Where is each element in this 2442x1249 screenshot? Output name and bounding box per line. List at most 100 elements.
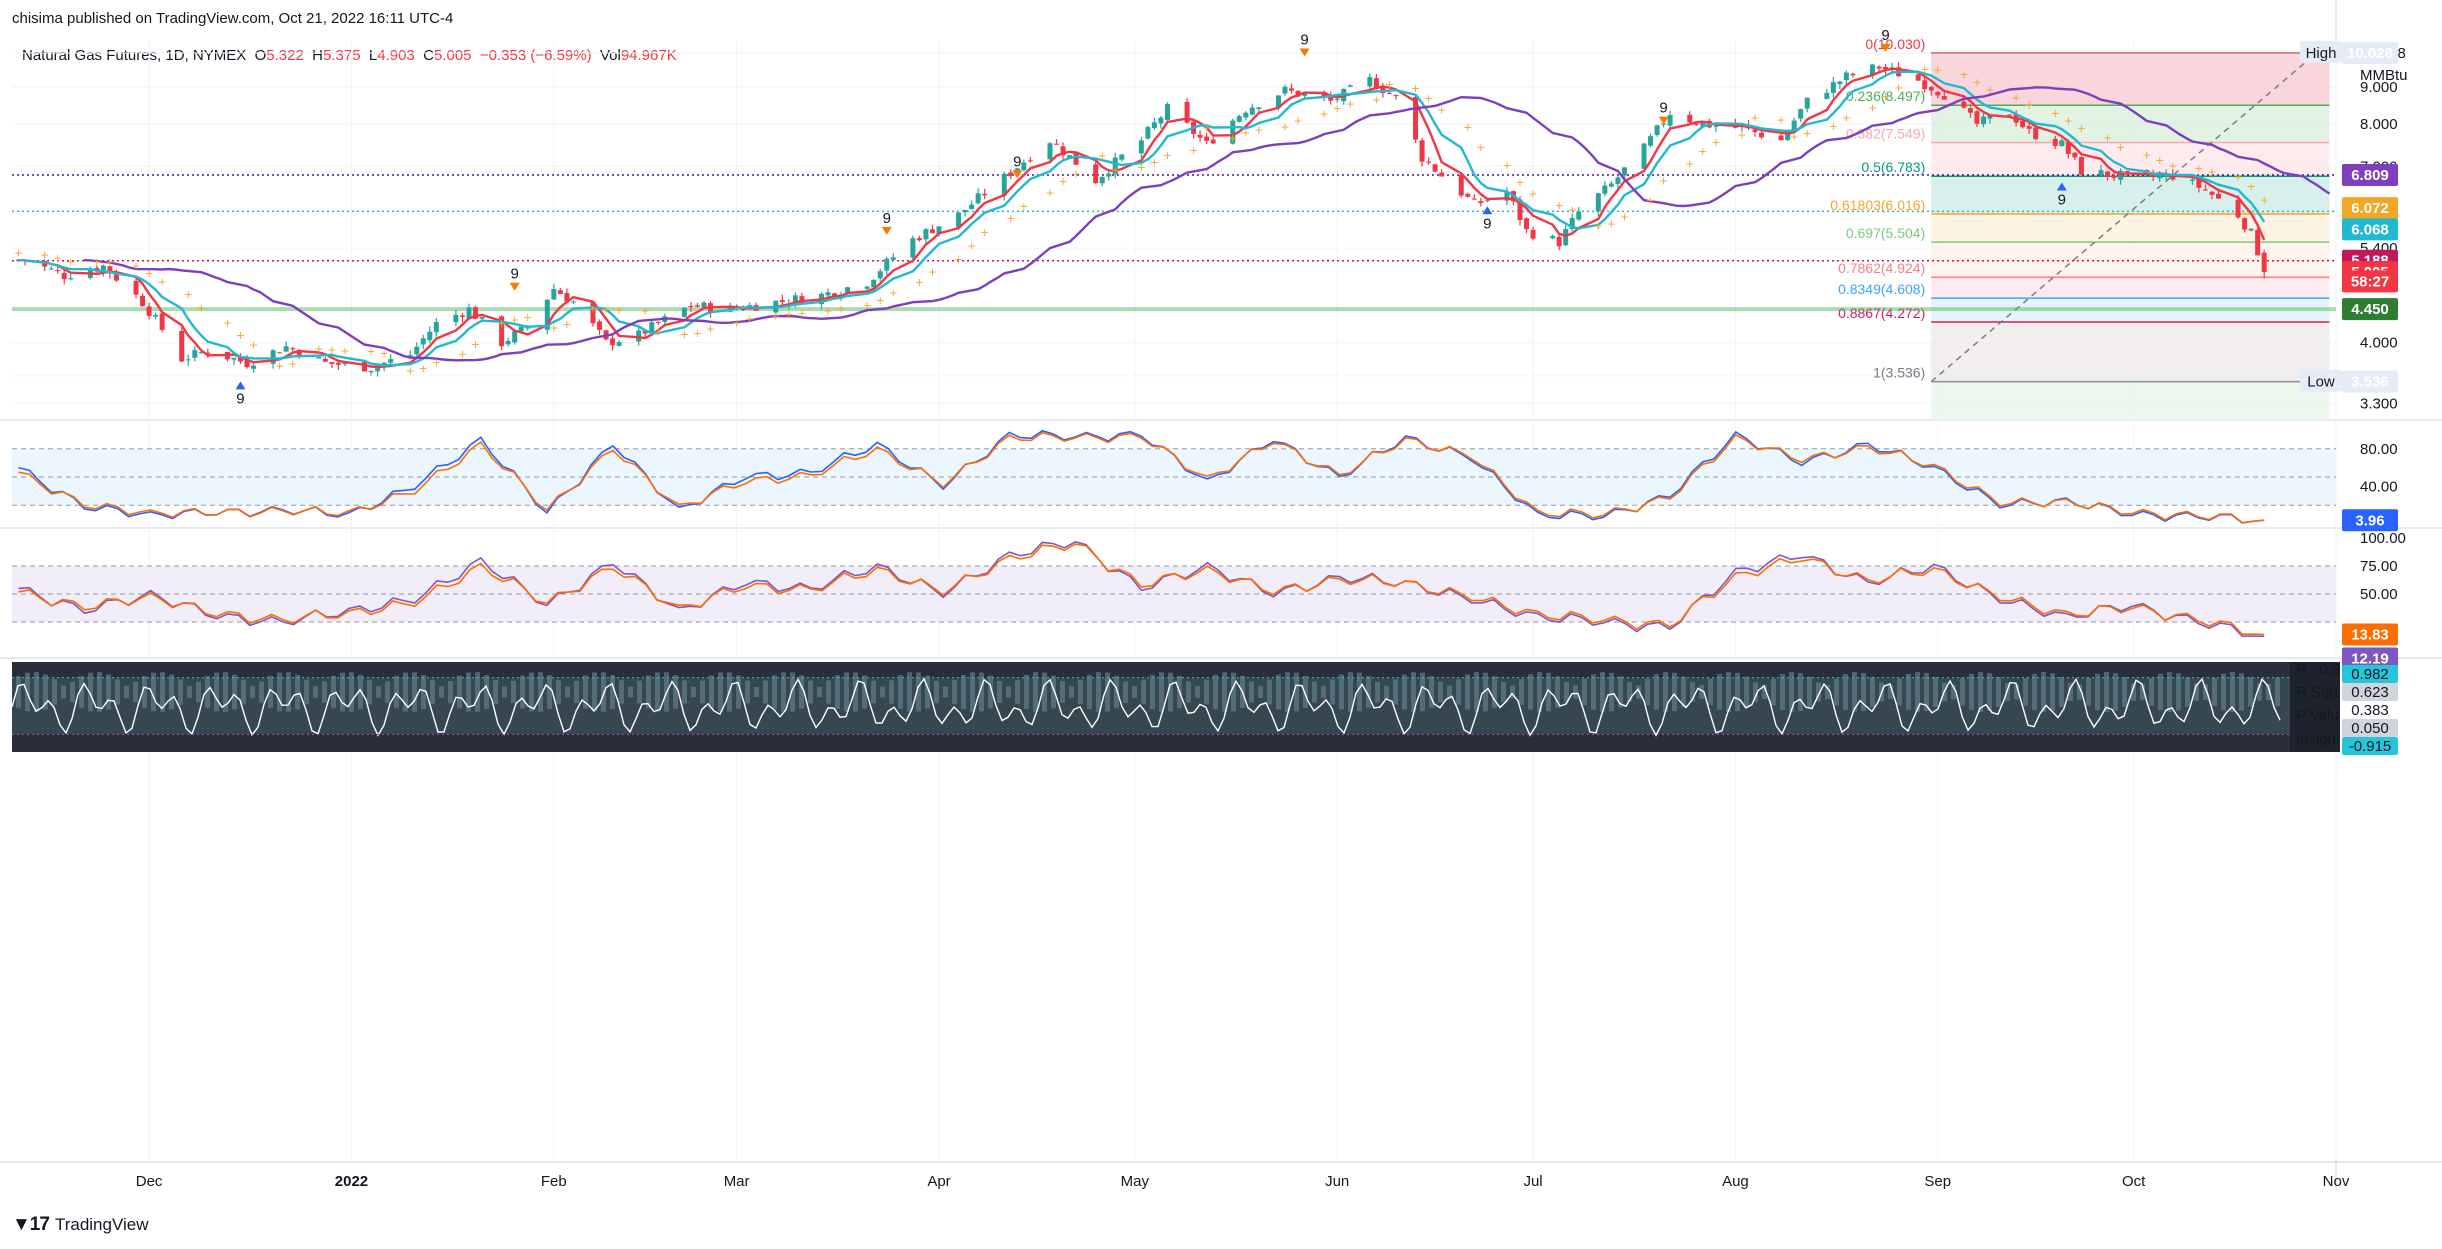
- td-sequential-arrow-icon: [235, 381, 246, 390]
- fib-zone: [1931, 298, 2330, 322]
- candle-body: [1648, 136, 1654, 146]
- candle-body: [1393, 95, 1399, 97]
- corr-histogram-bar: [1600, 672, 1605, 712]
- corr-histogram-bar: [358, 674, 363, 710]
- candle-body: [1093, 164, 1099, 184]
- candle-body: [1883, 67, 1889, 70]
- corr-histogram-bar: [925, 675, 930, 709]
- psar-dot: +: [92, 256, 101, 269]
- corr-histogram-bar: [826, 680, 831, 704]
- corr-histogram-bar: [1501, 681, 1506, 703]
- corr-histogram-bar: [2212, 677, 2217, 707]
- symbol-name: Natural Gas Futures, 1D, NYMEX: [22, 47, 247, 64]
- corr-histogram-bar: [745, 680, 750, 704]
- corr-histogram-bar: [2131, 683, 2136, 701]
- fib-zone: [1931, 105, 2330, 143]
- candle-body: [688, 306, 694, 308]
- high-label: High: [2306, 45, 2337, 62]
- fib-zone: [1931, 214, 2330, 243]
- price-badge-label: 10.028: [2347, 45, 2393, 62]
- srsi-k-badge: [2342, 647, 2398, 670]
- psar-dot: +: [1241, 127, 1250, 140]
- corr-histogram-bar: [1429, 676, 1434, 708]
- srsi-d-badge: [2342, 623, 2398, 646]
- candle-body: [1654, 125, 1660, 135]
- corr-histogram-bar: [2266, 683, 2271, 701]
- price-badge-label: 6.072: [2351, 200, 2389, 217]
- candle-body: [1471, 198, 1477, 200]
- stoch-value-badge: [2342, 509, 2398, 532]
- corr-histogram-bar: [889, 680, 894, 704]
- candle-body: [505, 340, 511, 345]
- candle-body: [368, 370, 374, 373]
- corr-histogram-bar: [124, 685, 129, 699]
- psar-dot: +: [1711, 136, 1720, 149]
- candle-body: [1987, 115, 1993, 119]
- corr-histogram-bar: [1636, 685, 1641, 699]
- candle-body: [146, 306, 152, 316]
- corr-histogram-bar: [2068, 682, 2073, 702]
- psar-dot: +: [1868, 101, 1877, 114]
- high-label-box: [2300, 40, 2342, 63]
- candle-body: [1112, 157, 1118, 175]
- x-tick-label: Aug: [1722, 1173, 1749, 1190]
- psar-dot: +: [2155, 154, 2164, 167]
- corr-histogram-bar: [331, 675, 336, 709]
- candle-body: [832, 293, 838, 297]
- corr-histogram-bar: [1573, 685, 1578, 699]
- corr-histogram-bar: [997, 680, 1002, 704]
- corr-legend-label: R Squ: [2296, 684, 2338, 701]
- psar-dot: +: [954, 253, 963, 266]
- corr-badge-label: 0.623: [2351, 684, 2389, 701]
- candle-body: [61, 272, 67, 280]
- x-tick-label: 2022: [335, 1173, 368, 1190]
- change-value: −0.353 (−6.59%): [479, 47, 592, 64]
- corr-histogram-bar: [106, 674, 111, 710]
- corr-histogram-bar: [142, 676, 147, 708]
- psar-dot: +: [928, 265, 937, 278]
- candle-body: [433, 321, 439, 333]
- candle-body: [113, 271, 119, 281]
- corr-histogram-bar: [1330, 679, 1335, 705]
- corr-histogram-bar: [2275, 677, 2280, 707]
- candle-body: [1550, 236, 1556, 239]
- candle-body: [1563, 228, 1569, 246]
- candle-body: [1138, 140, 1144, 154]
- x-tick-label: Jul: [1523, 1173, 1542, 1190]
- corr-histogram-bar: [1726, 672, 1731, 712]
- candle-body: [414, 346, 420, 355]
- corr-histogram-bar: [1987, 673, 1992, 711]
- candle-body: [1334, 98, 1340, 100]
- corr-histogram-bar: [871, 680, 876, 704]
- candle-body: [1915, 74, 1921, 81]
- corr-histogram-bar: [979, 672, 984, 712]
- psar-dot: +: [1685, 157, 1694, 170]
- sma-slow-line: [83, 86, 2331, 362]
- corr-histogram-bar: [1654, 674, 1659, 710]
- psar-dot: +: [1750, 111, 1759, 124]
- candle-body: [48, 268, 54, 270]
- fib-zone: [1931, 242, 2330, 278]
- corr-histogram-bar: [1645, 678, 1650, 706]
- corr-histogram-bar: [502, 686, 507, 698]
- td-sequential-arrow-icon: [1482, 206, 1493, 215]
- corr-histogram-bar: [763, 680, 768, 704]
- candle-body: [42, 261, 48, 267]
- corr-histogram-bar: [340, 672, 345, 712]
- fib-zone: [1931, 142, 2330, 177]
- psar-dot: +: [1006, 212, 1015, 225]
- psar-dot: +: [967, 240, 976, 253]
- stoch-d-line: [18, 431, 2265, 524]
- fib-level-label: 0.697(5.504): [1846, 225, 1925, 241]
- candle-body: [277, 352, 283, 354]
- candle-body: [1106, 173, 1112, 177]
- psar-dot: +: [1137, 161, 1146, 174]
- candle-body: [153, 314, 159, 317]
- td-sequential-label: 9: [236, 390, 244, 407]
- corr-badge: [2342, 737, 2398, 755]
- corr-histogram-bar: [250, 686, 255, 698]
- psar-dot: +: [1528, 188, 1537, 201]
- price-badge: [2342, 270, 2398, 293]
- candle-body: [453, 314, 459, 323]
